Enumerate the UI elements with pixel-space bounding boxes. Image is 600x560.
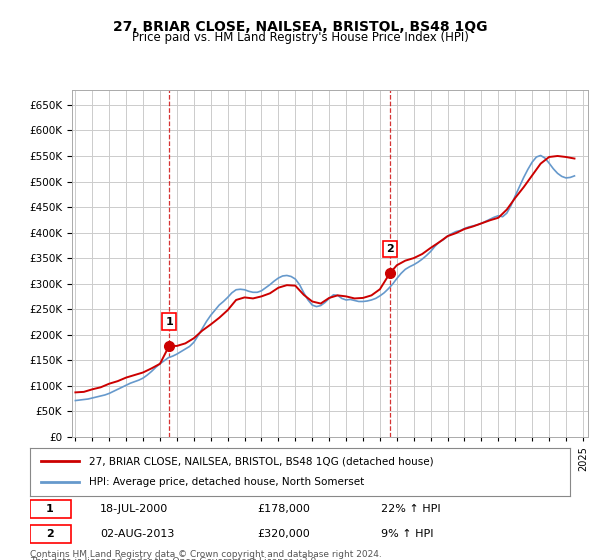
Text: 1: 1 bbox=[46, 504, 54, 514]
Text: 27, BRIAR CLOSE, NAILSEA, BRISTOL, BS48 1QG: 27, BRIAR CLOSE, NAILSEA, BRISTOL, BS48 … bbox=[113, 20, 487, 34]
Text: 2: 2 bbox=[46, 529, 54, 539]
Text: 1: 1 bbox=[165, 316, 173, 326]
Text: 22% ↑ HPI: 22% ↑ HPI bbox=[381, 504, 440, 514]
Text: 27, BRIAR CLOSE, NAILSEA, BRISTOL, BS48 1QG (detached house): 27, BRIAR CLOSE, NAILSEA, BRISTOL, BS48 … bbox=[89, 456, 434, 466]
FancyBboxPatch shape bbox=[30, 525, 71, 543]
Text: 2: 2 bbox=[386, 244, 394, 254]
Text: £320,000: £320,000 bbox=[257, 529, 310, 539]
Text: 9% ↑ HPI: 9% ↑ HPI bbox=[381, 529, 433, 539]
Text: Contains HM Land Registry data © Crown copyright and database right 2024.: Contains HM Land Registry data © Crown c… bbox=[30, 550, 382, 559]
Text: 02-AUG-2013: 02-AUG-2013 bbox=[100, 529, 175, 539]
Text: Price paid vs. HM Land Registry's House Price Index (HPI): Price paid vs. HM Land Registry's House … bbox=[131, 31, 469, 44]
Text: 18-JUL-2000: 18-JUL-2000 bbox=[100, 504, 169, 514]
Text: HPI: Average price, detached house, North Somerset: HPI: Average price, detached house, Nort… bbox=[89, 477, 365, 487]
Text: £178,000: £178,000 bbox=[257, 504, 310, 514]
FancyBboxPatch shape bbox=[30, 500, 71, 518]
Text: This data is licensed under the Open Government Licence v3.0.: This data is licensed under the Open Gov… bbox=[30, 557, 319, 560]
